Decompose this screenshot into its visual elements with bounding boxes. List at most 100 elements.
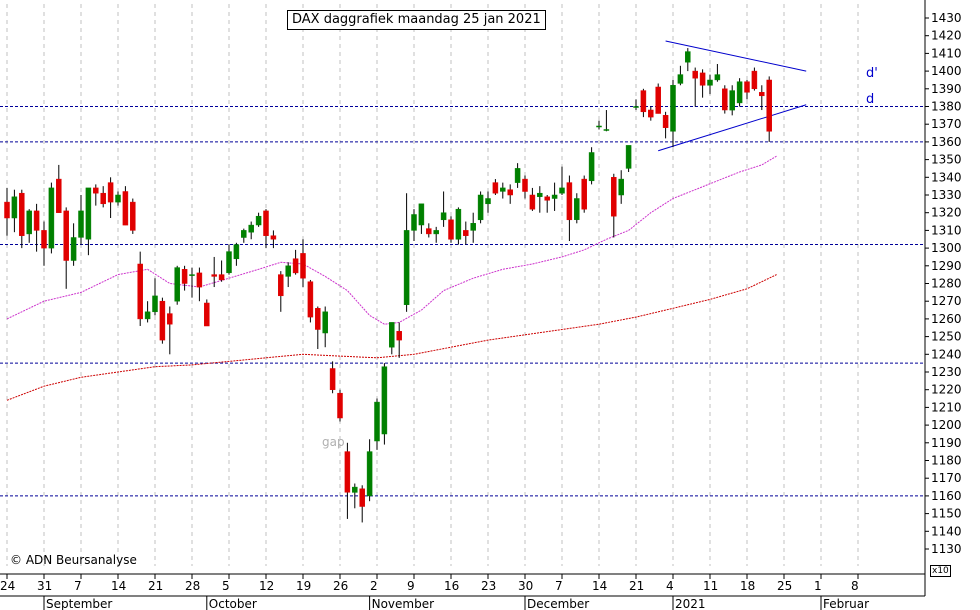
x-tick-label: 25 [777, 579, 792, 593]
x-tick-label: 30 [518, 579, 533, 593]
trendline-upper-label: d' [866, 66, 878, 81]
y-tick-label: 1330 [931, 188, 962, 202]
candle-body [11, 196, 18, 219]
y-tick-label: 1190 [931, 436, 962, 450]
candle [707, 74, 713, 95]
y-tick-label: 1240 [931, 347, 962, 361]
candle [359, 485, 365, 523]
candle-body [337, 392, 343, 419]
candle-body [492, 182, 499, 194]
x-tick-label: 7 [74, 579, 82, 593]
y-tick-label: 1380 [931, 100, 962, 114]
candle-body [551, 194, 558, 199]
candle [655, 83, 661, 114]
candle-body [485, 198, 491, 205]
candle [181, 265, 188, 291]
candle-body [315, 308, 321, 330]
x-tick-label: 21 [629, 579, 644, 593]
candle-body [440, 212, 447, 221]
candle-body [581, 178, 587, 210]
candle [662, 111, 669, 139]
candle-body [41, 230, 47, 249]
candle-body [381, 366, 388, 435]
candle-body [19, 192, 25, 236]
candle [463, 221, 469, 245]
candle-body [685, 51, 691, 63]
candle-body [648, 109, 654, 118]
candle-body [692, 70, 698, 79]
candle [744, 79, 750, 100]
candle [492, 179, 499, 195]
candle-body [448, 219, 454, 240]
x-tick-label: 7 [555, 579, 563, 593]
candle-body [322, 311, 328, 334]
candle-body [470, 223, 476, 231]
x-tick-label: 8 [851, 579, 859, 593]
candle-body [26, 210, 32, 235]
candle-body [766, 79, 772, 132]
candle [285, 262, 291, 288]
candle [218, 260, 225, 282]
candle [544, 195, 550, 213]
candle-body [107, 182, 114, 203]
candle-body [529, 194, 536, 210]
candle-body [56, 178, 62, 213]
copyright-notice: © ADN Beursanalyse [10, 553, 137, 567]
x-tick-label: 14 [592, 579, 607, 593]
y-tick-label: 1280 [931, 277, 962, 291]
candle [611, 173, 617, 238]
candle-body [292, 258, 299, 274]
candle-body [122, 191, 129, 226]
candle [418, 203, 425, 234]
y-tick-label: 1210 [931, 400, 962, 414]
candle-body [85, 187, 92, 240]
y-tick-label: 1230 [931, 365, 962, 379]
candle-body [655, 86, 661, 114]
candle [581, 175, 587, 213]
candle-body [189, 274, 195, 276]
x-tick-label: 16 [444, 579, 459, 593]
candle [625, 145, 632, 172]
candle [270, 230, 277, 249]
month-label: November [372, 597, 434, 610]
candle [603, 110, 610, 132]
candle-body [307, 281, 314, 318]
candle [500, 182, 506, 199]
candle [692, 67, 698, 107]
candle-body [670, 85, 676, 132]
candle [144, 301, 151, 323]
candle [574, 193, 580, 224]
candle-body [115, 194, 121, 203]
candle-body [344, 451, 351, 493]
candle-body [662, 115, 669, 128]
trendline [658, 104, 807, 152]
candle [4, 187, 10, 236]
candle [100, 186, 106, 208]
candle-body [63, 210, 69, 261]
candle-body [300, 253, 306, 279]
candle-body [278, 274, 284, 297]
y-tick-label: 1140 [931, 524, 962, 538]
trendlines [658, 40, 807, 152]
candle [93, 184, 99, 206]
candle-body [48, 187, 55, 249]
candle [48, 182, 55, 254]
x-tick-label: 18 [740, 579, 755, 593]
candle-body [707, 79, 713, 86]
candle [736, 78, 743, 107]
candle [759, 85, 765, 111]
candle [477, 191, 484, 224]
candle [522, 175, 528, 199]
x-tick-label: 12 [259, 579, 274, 593]
candle [78, 195, 84, 245]
candle [211, 256, 217, 288]
candle [618, 170, 624, 204]
candle-body [181, 269, 188, 284]
candle-body [729, 90, 735, 111]
candle-body [152, 295, 158, 313]
month-label: September [46, 597, 112, 610]
candle [255, 212, 262, 227]
y-tick-label: 1420 [931, 29, 962, 43]
candle [433, 226, 439, 243]
